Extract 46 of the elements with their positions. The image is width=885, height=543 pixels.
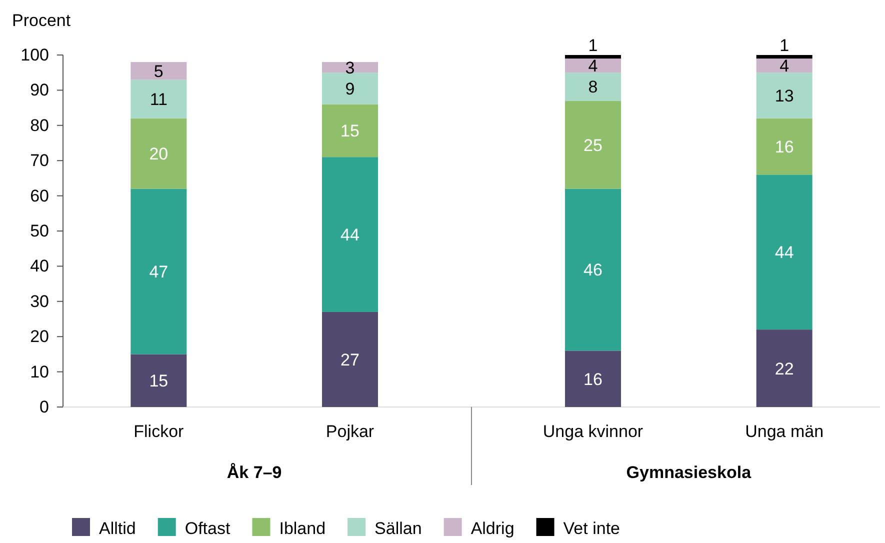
y-axis-title: Procent	[12, 11, 71, 30]
y-tick-label: 90	[30, 80, 49, 100]
y-tick-label: 20	[30, 327, 49, 346]
data-label: 25	[584, 136, 602, 155]
text: Åk 7–9	[226, 463, 282, 482]
x-tick-label: Flickor	[134, 422, 184, 441]
data-label: 8	[588, 78, 598, 97]
y-tick-label: 100	[20, 45, 49, 64]
data-label: 16	[584, 370, 602, 389]
y-tick-label: 50	[30, 221, 49, 240]
data-label: 44	[774, 243, 794, 262]
x-tick-label: Pojkar	[326, 422, 374, 441]
data-label: 15	[149, 372, 168, 391]
y-tick-label: 0	[40, 397, 49, 416]
data-label: 5	[154, 62, 164, 81]
data-label: 15	[340, 122, 360, 141]
data-label: 4	[780, 56, 790, 76]
y-tick-label: 80	[30, 116, 49, 135]
data-label: 22	[774, 359, 794, 378]
y-tick-label: 70	[30, 151, 49, 170]
y-tick-label: 30	[30, 292, 49, 311]
x-tick-label: Unga män	[745, 422, 824, 441]
legend-label: Aldrig	[470, 519, 514, 538]
data-label: 13	[774, 86, 794, 106]
legend-label: Sällan	[374, 519, 422, 538]
legend-label: Vet inte	[563, 519, 620, 538]
data-label: 44	[340, 226, 360, 245]
data-label: 27	[340, 350, 360, 370]
y-tick-label: 10	[30, 362, 49, 382]
data-label: 16	[774, 138, 794, 157]
data-label: 11	[150, 90, 168, 109]
x-tick-label: Unga kvinnor	[542, 422, 644, 441]
data-label: 9	[345, 79, 355, 98]
y-tick-label: 40	[30, 256, 49, 276]
data-label: 1	[780, 36, 790, 55]
data-label: 1	[588, 36, 598, 55]
legend-label: Ibland	[279, 519, 326, 538]
text: Gymnasieskola	[626, 463, 752, 482]
data-label: 3	[345, 58, 355, 78]
data-label: 46	[584, 260, 602, 280]
legend-label: Oftast	[184, 519, 230, 538]
data-label: 4	[588, 56, 598, 76]
legend-label: Alltid	[99, 519, 136, 538]
data-label: 47	[149, 262, 168, 282]
data-label: 20	[149, 144, 168, 164]
y-tick-label: 60	[30, 186, 49, 206]
